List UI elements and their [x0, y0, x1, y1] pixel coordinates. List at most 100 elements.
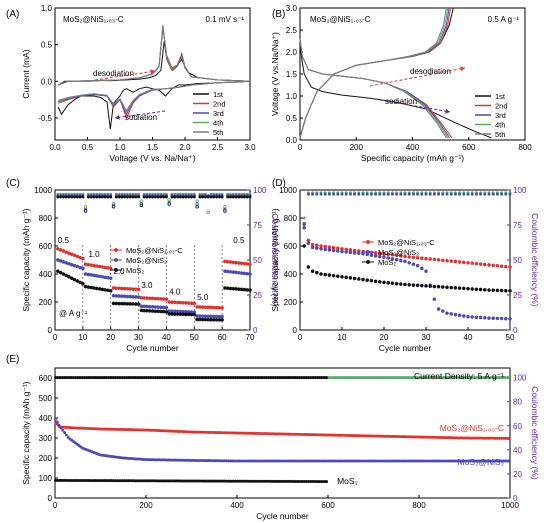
ce-point — [500, 192, 504, 196]
capacity-point — [482, 262, 487, 267]
x-tick-label: 10 — [78, 333, 87, 342]
x-tick-label: 1000 — [501, 501, 519, 510]
y2-tick-label: 100 — [253, 186, 267, 195]
rate-label: 2.0 — [114, 267, 126, 276]
ce-point — [89, 195, 93, 199]
capacity-point — [415, 263, 420, 268]
capacity-point — [474, 261, 479, 266]
capacity-point — [323, 272, 328, 277]
x-tick-label: 2.5 — [212, 143, 224, 152]
ce-point — [192, 195, 196, 199]
capacity-point — [440, 258, 445, 263]
legend-label: 4th — [495, 121, 505, 130]
capacity-point — [503, 288, 508, 293]
ce-point — [83, 209, 88, 213]
ce-point — [217, 195, 221, 199]
capacity-point — [474, 315, 479, 320]
y2-tick-label: 0 — [513, 494, 518, 503]
y-tick-label: 600 — [284, 242, 298, 251]
y-axis-label: Specific capacity (mAh g⁻¹) — [21, 381, 31, 484]
ce-point — [164, 195, 168, 199]
legend-label: 4th — [213, 119, 223, 128]
capacity-point — [478, 315, 483, 320]
y-axis-label: Specific capacity (mAh g⁻¹) — [270, 208, 280, 311]
legend-label: MoS₂@NiS₂ — [126, 256, 167, 265]
ce-point — [148, 195, 152, 199]
capacity-point — [81, 256, 85, 261]
capacity-point — [440, 285, 445, 289]
capacity-point — [508, 316, 512, 321]
capacity-point — [248, 262, 252, 267]
capacity-point — [220, 306, 224, 310]
ce-point — [445, 192, 449, 196]
ce-point — [508, 192, 512, 196]
ce-point — [139, 203, 144, 208]
y-tick-label: 0.0 — [41, 77, 53, 86]
legend-label: MoS₂@NiS₂ — [378, 248, 419, 257]
capacity-point — [487, 316, 491, 320]
capacity-point — [373, 279, 378, 284]
ce-point — [78, 195, 82, 199]
capacity-point — [314, 270, 319, 275]
capacity-point — [457, 260, 462, 264]
ce-point — [403, 192, 407, 196]
current-density-label: 0.5 A g⁻¹ — [488, 15, 520, 24]
x-axis-label: Specific capacity (mAh g⁻¹) — [361, 153, 464, 163]
ce-point — [100, 195, 104, 199]
legend-marker — [113, 268, 118, 273]
capacity-point — [306, 265, 311, 269]
capacity-point — [487, 288, 491, 292]
arrow-head — [150, 69, 155, 75]
ce-point — [315, 192, 319, 196]
capacity-point — [499, 264, 504, 269]
ce-point — [153, 195, 157, 199]
y2-tick-label: 50 — [253, 256, 262, 265]
capacity-point — [220, 314, 224, 319]
capacity-point — [449, 312, 454, 316]
ce-point — [198, 195, 202, 199]
ce-point — [390, 192, 394, 196]
ce-point — [167, 202, 171, 206]
capacity-point — [453, 312, 458, 317]
ce-point — [336, 192, 340, 196]
ce-point — [348, 192, 352, 196]
y-tick-label: 200 — [39, 298, 53, 307]
capacity-point — [386, 280, 391, 285]
capacity-point — [495, 263, 500, 268]
capacity-point — [310, 269, 315, 274]
panel-letter: (C) — [6, 178, 20, 189]
scan-rate-label: 0.1 mV s⁻¹ — [206, 15, 245, 24]
gcd-curve-2nd-0 — [299, 38, 453, 139]
capacity-point — [192, 312, 197, 317]
ce-point — [432, 192, 436, 196]
ce-point — [449, 192, 453, 196]
legend-marker — [366, 260, 371, 265]
x-tick-label: 2.0 — [179, 143, 191, 152]
capacity-point — [369, 253, 374, 257]
capacity-point — [508, 288, 512, 293]
ce-point — [365, 192, 369, 196]
capacity-point — [192, 301, 197, 306]
ce-point — [395, 192, 399, 196]
capacity-point — [470, 315, 475, 319]
capacity-point — [348, 276, 353, 280]
capacity-point — [461, 260, 466, 265]
ce-point — [83, 205, 88, 209]
capacity-point — [390, 257, 395, 261]
capacity-point — [419, 266, 424, 271]
capacity-point — [394, 281, 399, 286]
y-tick-label: 0 — [48, 326, 53, 335]
capacity-point — [449, 285, 454, 290]
ce-point — [382, 192, 386, 196]
y-tick-label: 0.0 — [286, 136, 298, 145]
gcd-curve-5th-0 — [299, 38, 447, 139]
capacity-point — [361, 251, 365, 256]
ce-point — [407, 192, 411, 196]
x-tick-label: 30 — [422, 333, 431, 342]
ce-point — [374, 192, 378, 196]
capacity-point — [64, 433, 68, 437]
ce-point — [228, 195, 232, 199]
ce-point — [120, 195, 124, 199]
capacity-point — [356, 251, 361, 256]
ce-point — [411, 192, 415, 196]
